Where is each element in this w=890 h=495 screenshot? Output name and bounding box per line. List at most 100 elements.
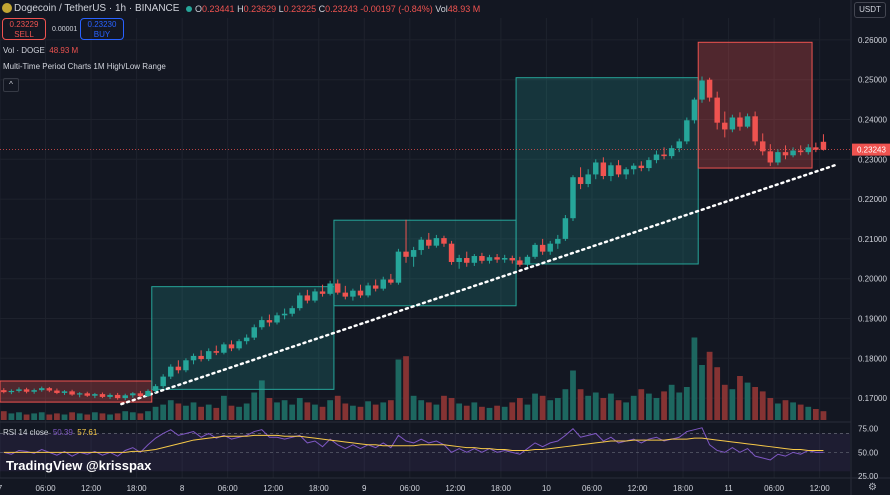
ohlc-key: C xyxy=(318,4,326,14)
volume-bar xyxy=(84,414,91,420)
currency-selector[interactable]: USDT xyxy=(854,2,886,18)
ohlc-value: 0.23629 xyxy=(243,4,279,14)
candle-body xyxy=(160,376,166,387)
candle-body xyxy=(775,152,781,163)
candle xyxy=(615,160,622,178)
candle-body xyxy=(691,99,698,121)
volume-bar xyxy=(183,405,189,420)
volume-bar xyxy=(236,406,242,420)
collapse-legend-button[interactable]: ^ xyxy=(3,78,19,92)
candle-body xyxy=(813,147,819,150)
candle-body xyxy=(509,258,516,261)
candle-body xyxy=(92,394,98,396)
y-tick-label: 0.22000 xyxy=(858,195,887,204)
volume-bar xyxy=(296,398,303,420)
volume-bar xyxy=(532,393,538,420)
volume-bar xyxy=(630,395,637,420)
candle xyxy=(92,392,98,399)
candle-body xyxy=(289,308,295,314)
candle xyxy=(782,145,789,160)
volume-bar xyxy=(812,409,819,420)
candle xyxy=(388,273,394,285)
candle xyxy=(205,348,212,362)
candle-body xyxy=(706,79,713,98)
last-price-tag xyxy=(852,143,890,156)
y-tick-label: 0.21000 xyxy=(858,235,887,244)
candle-body xyxy=(84,393,91,396)
candle xyxy=(737,112,743,131)
candle xyxy=(532,242,538,259)
range-box xyxy=(0,380,153,403)
volume-bar xyxy=(775,403,781,420)
volume-bar xyxy=(76,413,83,420)
volume-bar xyxy=(54,413,60,420)
candle xyxy=(623,167,629,180)
x-tick-label: 18:00 xyxy=(673,484,694,493)
buy-button[interactable]: 0.23230 BUY xyxy=(80,18,124,40)
candle-body xyxy=(107,394,113,397)
candle-body xyxy=(433,238,440,246)
candle-body xyxy=(190,355,197,361)
settings-gear-icon[interactable]: ⚙ xyxy=(868,482,877,493)
x-tick-label: 12:00 xyxy=(81,484,102,493)
rsi-ma-value: 57.61 xyxy=(77,428,98,437)
candle xyxy=(107,393,113,399)
candle xyxy=(16,387,22,393)
candle xyxy=(69,389,75,396)
volume-bar xyxy=(38,412,45,420)
volume-bar xyxy=(395,359,402,420)
volume-bar xyxy=(114,413,121,420)
candle xyxy=(410,246,417,267)
candle-body xyxy=(615,165,622,175)
candle-body xyxy=(69,391,75,395)
candle-body xyxy=(737,117,743,127)
candle xyxy=(464,251,470,267)
candle xyxy=(31,388,37,394)
volume-bar xyxy=(486,407,493,420)
volume-bar xyxy=(797,404,804,420)
candle-body xyxy=(570,177,576,219)
candle-body xyxy=(259,320,265,328)
volume-bar xyxy=(129,412,136,420)
candle-body xyxy=(8,390,15,393)
x-tick-label: 18:00 xyxy=(309,484,330,493)
candle xyxy=(608,162,614,182)
candle-body xyxy=(221,344,227,353)
dogecoin-logo-icon xyxy=(2,3,12,13)
candle xyxy=(646,157,652,172)
volume-bar xyxy=(251,392,258,420)
candle-body xyxy=(327,283,333,294)
volume-bar xyxy=(312,404,318,420)
volume-bar xyxy=(668,384,675,420)
symbol-title[interactable]: Dogecoin / TetherUS · 1h · BINANCE xyxy=(14,3,180,14)
candle xyxy=(706,77,713,102)
candle-body xyxy=(198,355,204,360)
candle-body xyxy=(1,390,7,393)
volume-bar xyxy=(752,387,759,420)
volume-bar xyxy=(638,389,645,420)
volume-legend[interactable]: Vol · DOGE 48.93 M xyxy=(3,46,78,55)
x-tick-label: 18:00 xyxy=(491,484,512,493)
rsi-tick-label: 50.00 xyxy=(858,448,879,457)
candle-body xyxy=(236,341,242,349)
candle xyxy=(797,145,804,156)
candle-body xyxy=(479,256,485,261)
volume-bar xyxy=(516,398,523,420)
candle xyxy=(577,167,584,190)
volume-bar xyxy=(539,395,546,420)
indicator-legend[interactable]: Multi-Time Period Charts 1M High/Low Ran… xyxy=(3,62,166,71)
ohlc-key: Vol xyxy=(435,4,448,14)
candle-body xyxy=(205,351,212,360)
rsi-legend[interactable]: RSI 14 close 50.39 57.61 xyxy=(3,428,97,437)
candle-body xyxy=(39,388,45,391)
candle xyxy=(304,289,311,304)
candle-body xyxy=(114,394,121,399)
x-tick-label: 06:00 xyxy=(582,484,603,493)
candle xyxy=(539,238,546,255)
candle-body xyxy=(350,290,356,297)
volume-bar xyxy=(744,382,751,420)
candle xyxy=(160,374,166,389)
sell-button[interactable]: 0.23229 SELL xyxy=(2,18,46,40)
volume-bar xyxy=(175,403,182,420)
